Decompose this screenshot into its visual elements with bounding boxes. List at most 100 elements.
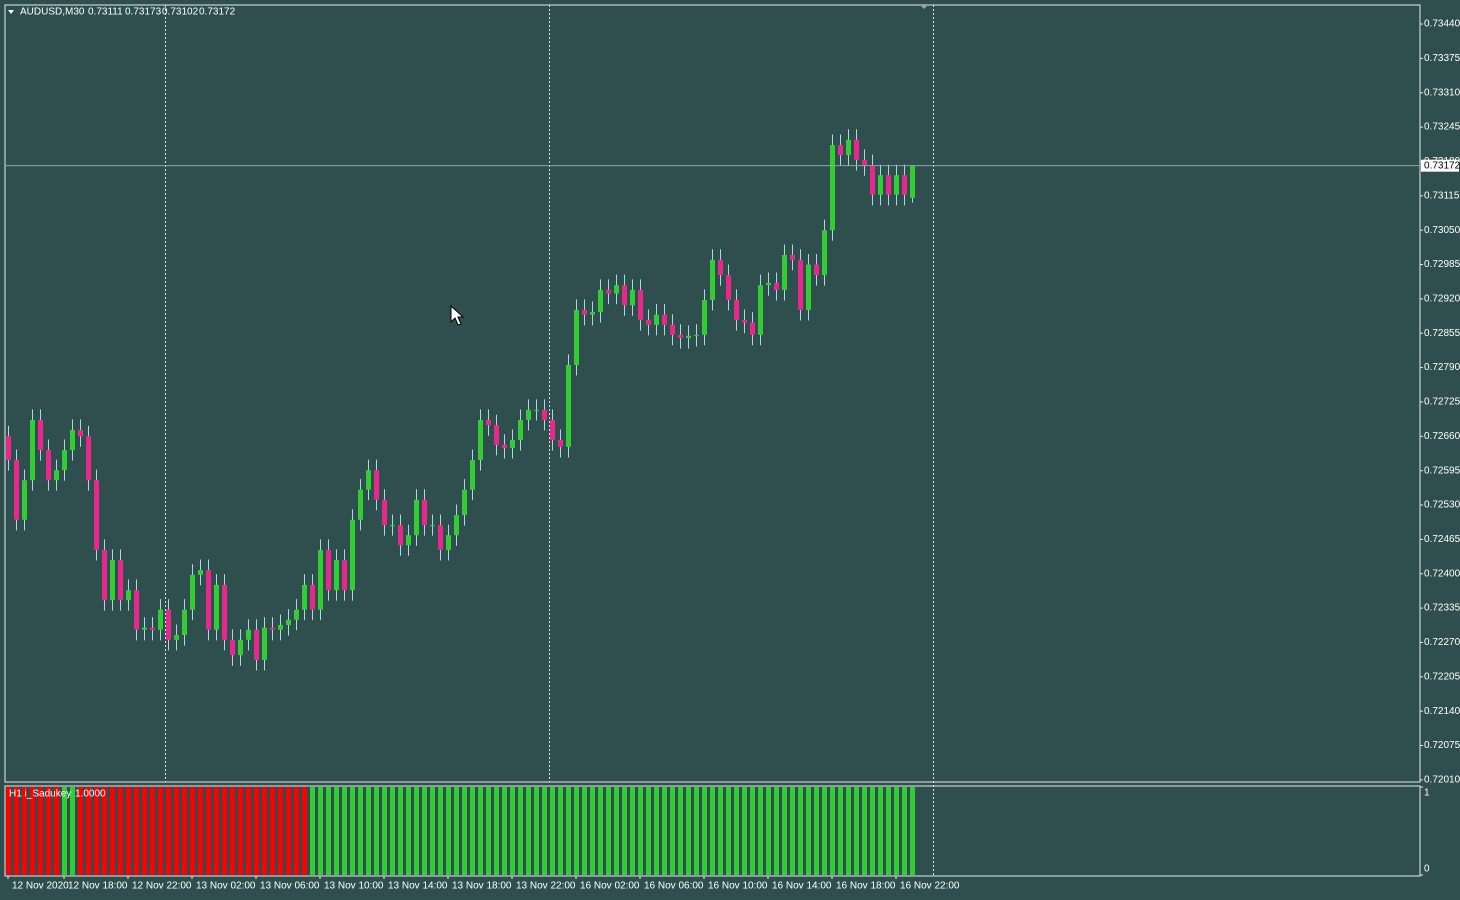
candle-body [486,419,491,426]
candle-body [742,320,747,323]
indicator-bar [902,787,907,875]
indicator-bar [342,787,347,875]
candle-body [254,629,259,660]
candle-body [374,470,379,500]
indicator-bar [278,787,283,875]
candle-body [342,560,347,591]
indicator-bar [718,787,723,875]
indicator-bar [502,787,507,875]
candle-body [310,584,315,610]
candle-body [134,590,139,630]
x-tick-label: 13 Nov 10:00 [324,881,384,892]
candle-body [318,549,323,610]
y-tick-label: 0.72855 [1424,328,1460,339]
indicator-bar [878,787,883,875]
y-tick-label: 0.73050 [1424,225,1460,236]
header-low: 0.73102 [162,7,199,18]
candle-body [294,609,299,620]
y-tick-label: 0.72985 [1424,259,1460,270]
y-tick-label: 0.72920 [1424,294,1460,305]
candle-body [278,625,283,630]
x-tick-label: 12 Nov 18:00 [68,881,128,892]
indicator-bar [118,787,123,875]
indicator-bar [262,787,267,875]
indicator-frame [4,785,1421,877]
indicator-bar [758,787,763,875]
candle-body [126,590,131,601]
candle-body [630,289,635,306]
candle-body [494,425,499,445]
candle-body [30,419,35,481]
candle-body [366,470,371,490]
indicator-bar [398,787,403,875]
candle-body [326,549,331,591]
candle-body [78,429,83,437]
indicator-bar [86,787,91,875]
indicator-bar [630,787,635,875]
main-frame [4,4,1421,783]
candle-body [470,460,475,490]
candle-body [526,409,531,420]
candle-body [246,629,251,640]
indicator-bar [726,787,731,875]
indicator-bar [134,787,139,875]
y-tick-label: 0.72530 [1424,500,1460,511]
candle-body [854,139,859,160]
candle-body [150,627,155,630]
candle-body [622,285,627,306]
price-label-box [1421,159,1459,172]
candle-body [510,440,515,448]
indicator-bar [190,787,195,875]
indicator-bar [790,787,795,875]
indicator-bar [838,787,843,875]
candle-body [542,409,547,420]
indicator-bar [294,787,299,875]
candle-body [110,560,115,601]
indicator-bar [374,787,379,875]
indicator-bar [734,787,739,875]
candle-body [590,312,595,315]
indicator-bar [390,787,395,875]
indicator-bar [30,787,35,875]
y-tick-label: 0.73245 [1424,122,1460,133]
indicator-bar [542,787,547,875]
indicator-bar [326,787,331,875]
indicator-bar [606,787,611,875]
indicator-bar [198,787,203,875]
candle-body [142,627,147,630]
indicator-bar [886,787,891,875]
candle-body [550,419,555,441]
indicator-bar [814,787,819,875]
indicator-value: 1.0000 [75,789,106,800]
candle-body [862,159,867,166]
candle-body [70,429,75,451]
candle-body [654,314,659,325]
indicator-bar [870,787,875,875]
collapse-arrow [8,10,14,14]
candle-body [454,515,459,536]
indicator-bar [614,787,619,875]
candle-body [286,619,291,626]
indicator-bar [854,787,859,875]
candle-body [534,409,539,411]
indicator-bar [590,787,595,875]
x-tick-label: 16 Nov 14:00 [772,881,832,892]
candle-body [238,639,243,656]
candle-body [886,175,891,195]
candle-body [302,584,307,610]
x-tick-label: 16 Nov 18:00 [836,881,896,892]
candle-body [86,436,91,481]
candle-body [574,309,579,365]
candle-body [758,285,763,335]
indicator-bar [174,787,179,875]
candle-body [822,230,827,276]
candle-body [222,584,227,640]
candle-body [390,525,395,527]
indicator-bar [110,787,115,875]
indicator-bar [142,787,147,875]
indicator-bar [830,787,835,875]
candle-body [878,175,883,195]
indicator-bar [446,787,451,875]
indicator-bar [670,787,675,875]
indicator-bar [598,787,603,875]
